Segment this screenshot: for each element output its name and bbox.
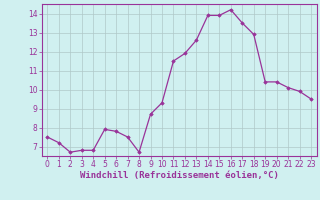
- X-axis label: Windchill (Refroidissement éolien,°C): Windchill (Refroidissement éolien,°C): [80, 171, 279, 180]
